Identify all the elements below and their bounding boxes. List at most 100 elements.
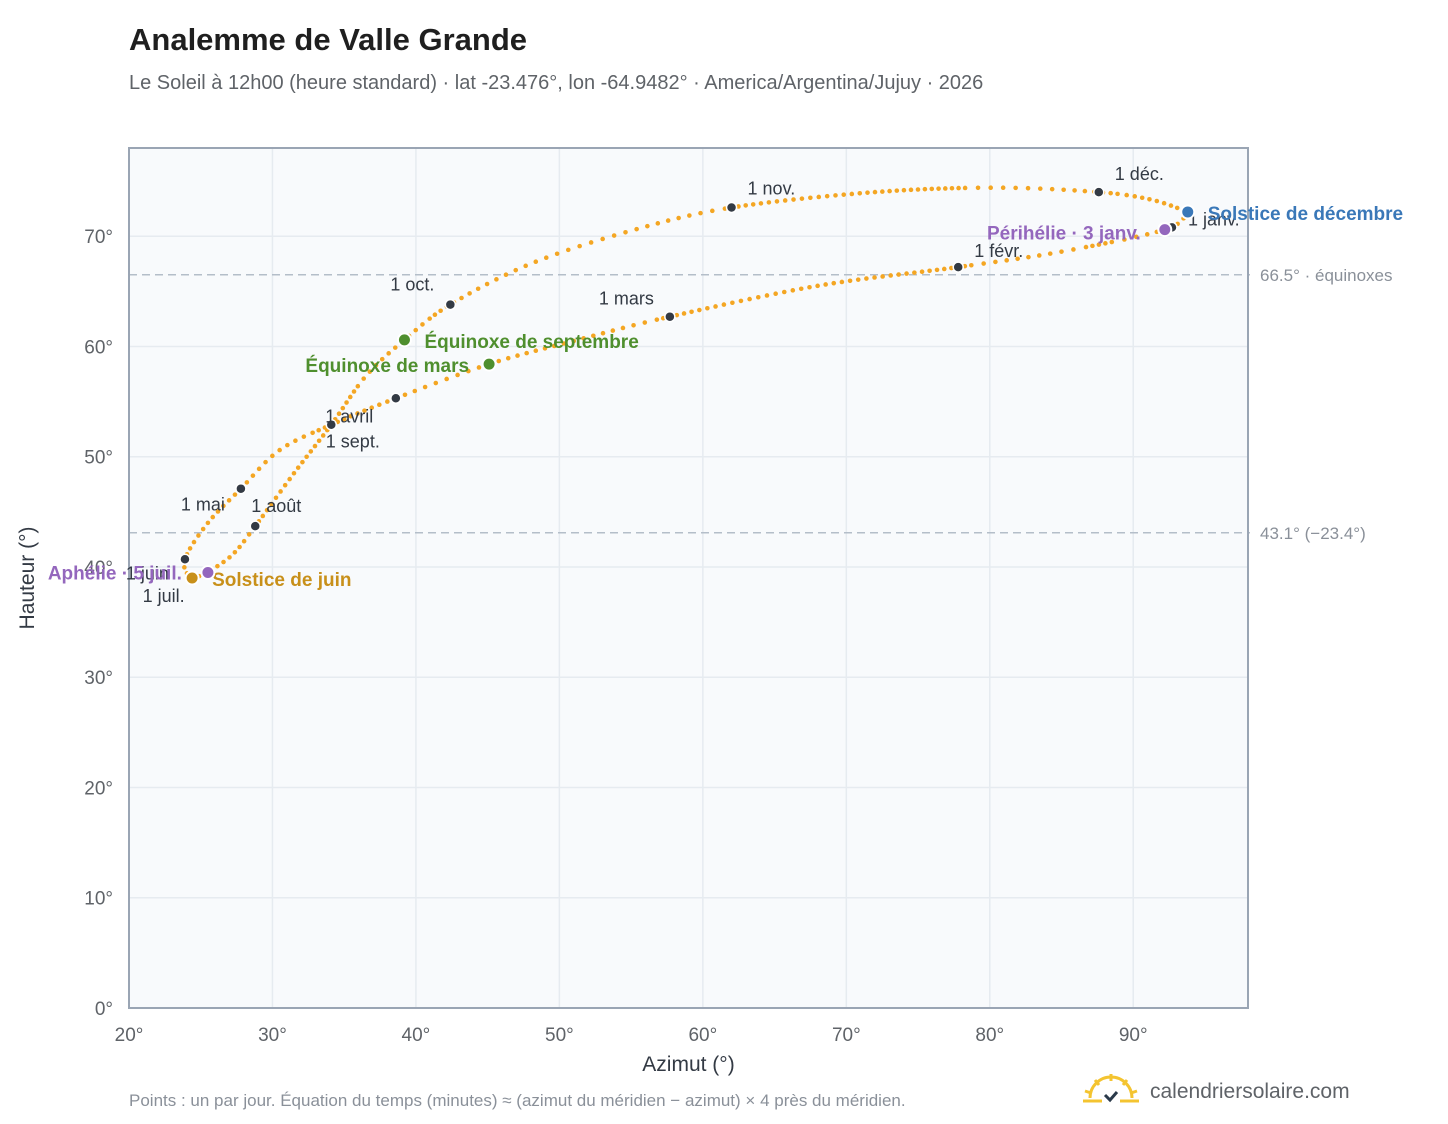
y-tick-label: 10°	[84, 889, 113, 910]
day-dot	[1083, 244, 1089, 250]
day-dot	[191, 539, 197, 545]
day-dot	[645, 223, 650, 229]
month-label: 1 janv.	[1188, 209, 1240, 229]
month-marker	[952, 261, 964, 273]
event-label: Solstice de juin	[212, 570, 351, 591]
day-dot	[300, 459, 305, 465]
day-dot	[226, 498, 232, 503]
day-dot	[402, 392, 408, 398]
day-dot	[1154, 198, 1160, 204]
day-dot	[705, 305, 710, 311]
event-marker	[184, 570, 200, 586]
day-dot	[422, 384, 428, 390]
day-dot	[689, 309, 694, 315]
x-tick-label: 70°	[832, 1025, 861, 1046]
day-dot	[758, 201, 764, 206]
month-label: 1 déc.	[1115, 164, 1164, 184]
day-dot	[823, 282, 828, 287]
day-dot	[308, 449, 314, 454]
day-dot	[922, 186, 928, 192]
month-label: 1 août	[251, 496, 301, 516]
y-tick-label: 20°	[84, 778, 113, 799]
day-dot	[798, 286, 804, 292]
day-dot	[355, 383, 361, 389]
day-dot	[215, 563, 220, 569]
day-dot	[1015, 256, 1020, 262]
day-dot	[713, 304, 718, 309]
day-dot	[1108, 190, 1113, 196]
day-dot	[285, 442, 290, 448]
month-label: 1 oct.	[390, 275, 434, 295]
x-tick-label: 20°	[115, 1025, 144, 1046]
day-dot	[503, 272, 509, 277]
day-dot	[232, 549, 238, 555]
day-dot	[413, 327, 419, 333]
day-dot	[901, 187, 907, 193]
day-dot	[993, 259, 998, 265]
day-dot	[782, 198, 788, 203]
page-title: Analemme de Valle Grande	[129, 22, 528, 57]
day-dot	[577, 243, 582, 249]
day-dot	[738, 298, 744, 304]
day-dot	[466, 368, 471, 374]
month-markers: 1 janv. 1 févr. 1 mars 1 avril 1 mai 1 juin 1 …	[126, 164, 1240, 606]
event-label: Solstice de décembre	[1208, 204, 1403, 225]
day-dot	[1122, 237, 1127, 242]
month-label: 1 mai	[181, 495, 225, 515]
day-dot	[344, 400, 349, 405]
day-dot	[736, 204, 741, 209]
day-dot	[865, 190, 870, 195]
day-dot	[839, 279, 845, 285]
day-dot	[287, 476, 292, 482]
footnote: Points : un par jour. Équation du temps …	[129, 1091, 906, 1110]
day-dot	[975, 185, 981, 191]
day-dot	[610, 328, 616, 333]
day-dot	[187, 546, 193, 551]
day-dot	[455, 372, 460, 378]
day-dot	[1004, 258, 1009, 263]
day-dot	[1109, 239, 1115, 245]
day-dot	[887, 188, 892, 194]
day-dot	[196, 533, 201, 538]
day-dot	[515, 353, 520, 358]
day-dot	[336, 411, 342, 417]
day-dot	[438, 308, 443, 314]
day-dot	[1049, 186, 1055, 192]
day-dot	[263, 459, 268, 465]
day-dot	[1161, 200, 1167, 206]
day-dot	[241, 538, 247, 544]
day-dot	[277, 447, 282, 453]
day-dot	[264, 507, 270, 513]
day-dot	[386, 351, 391, 356]
day-dot	[484, 281, 490, 287]
month-label: 1 mars	[599, 289, 654, 309]
day-dot	[412, 388, 418, 394]
day-dot	[1000, 185, 1006, 191]
day-dot	[654, 317, 660, 322]
day-dot	[841, 192, 847, 197]
day-dot	[791, 197, 796, 202]
day-dot	[855, 277, 861, 282]
month-label: 1 juin	[126, 563, 169, 583]
reference-line-label: 66.5° · équinoxes	[1260, 266, 1393, 285]
day-dot	[232, 492, 238, 497]
day-dot	[205, 520, 211, 526]
day-dot	[808, 195, 813, 201]
day-dot	[369, 405, 375, 411]
day-dot	[282, 482, 288, 488]
day-dot	[697, 307, 702, 313]
day-dot	[377, 402, 382, 408]
y-axis-label: Hauteur (°)	[16, 527, 39, 630]
month-marker	[390, 392, 402, 405]
y-tick-label: 60°	[84, 337, 113, 358]
day-dot	[273, 495, 279, 501]
day-dot	[475, 286, 481, 292]
day-dot	[221, 559, 226, 565]
brand[interactable]: calendriersolaire.com	[1082, 1070, 1350, 1114]
day-dot	[310, 430, 315, 436]
day-dot	[496, 358, 502, 364]
day-dot	[781, 289, 787, 295]
day-dot	[1025, 185, 1031, 191]
day-dot	[182, 565, 187, 570]
